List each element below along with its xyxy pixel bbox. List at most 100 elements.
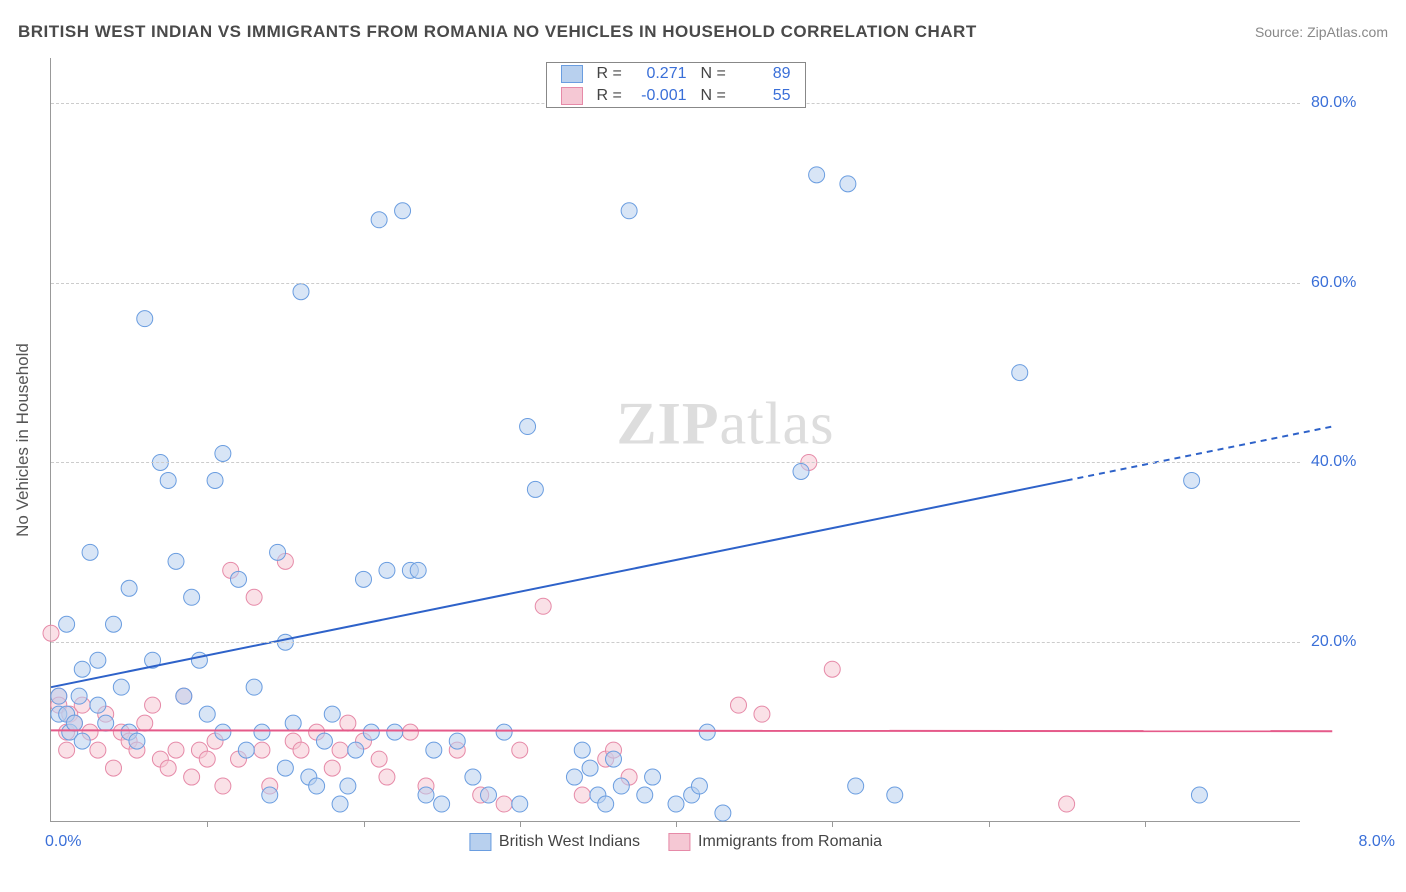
scatter-point [731,697,747,713]
scatter-point [199,706,215,722]
scatter-point [293,284,309,300]
scatter-point [699,724,715,740]
x-tick-label-max: 8.0% [1359,833,1395,851]
scatter-point [71,688,87,704]
scatter-point [363,724,379,740]
legend-row-2: R = -0.001 N = 55 [547,85,805,107]
n-value-2: 55 [741,87,791,105]
scatter-point [481,787,497,803]
n-label-2: N = [701,87,727,105]
scatter-point [379,769,395,785]
scatter-point [121,580,137,596]
scatter-point [840,176,856,192]
scatter-point [754,706,770,722]
scatter-point [527,481,543,497]
scatter-point [465,769,481,785]
scatter-point [113,679,129,695]
scatter-point [668,796,684,812]
scatter-point [176,688,192,704]
scatter-point [613,778,629,794]
scatter-point [137,715,153,731]
x-tick [832,821,833,827]
n-value-1: 89 [741,65,791,83]
scatter-point [434,796,450,812]
scatter-point [371,212,387,228]
scatter-point [254,742,270,758]
scatter-point [74,733,90,749]
scatter-point [90,742,106,758]
scatter-point [387,724,403,740]
r-label-1: R = [597,65,623,83]
scatter-point [199,751,215,767]
scatter-point [316,733,332,749]
scatter-point [566,769,582,785]
scatter-point [348,742,364,758]
scatter-point [184,589,200,605]
scatter-point [496,796,512,812]
scatter-point [43,625,59,641]
legend-series: British West Indians Immigrants from Rom… [469,833,882,851]
scatter-point [637,787,653,803]
legend-swatch-1 [561,65,583,83]
scatter-point [98,715,114,731]
scatter-point [59,742,75,758]
scatter-point [137,311,153,327]
scatter-point [512,742,528,758]
scatter-point [606,751,622,767]
scatter-point [356,571,372,587]
scatter-point [262,787,278,803]
scatter-point [535,598,551,614]
scatter-point [598,796,614,812]
scatter-point [293,742,309,758]
scatter-point [691,778,707,794]
x-tick [676,821,677,827]
trend-line [51,480,1067,687]
legend-bottom-label-1: British West Indians [499,833,640,851]
scatter-point [449,733,465,749]
chart-svg [51,58,1300,821]
scatter-point [574,742,590,758]
scatter-point [332,796,348,812]
scatter-point [106,760,122,776]
y-axis-title: No Vehicles in Household [13,343,33,537]
scatter-point [238,742,254,758]
scatter-point [184,769,200,785]
scatter-point [512,796,528,812]
scatter-point [254,724,270,740]
source-label: Source: ZipAtlas.com [1255,24,1388,40]
scatter-point [160,760,176,776]
scatter-point [207,472,223,488]
scatter-point [340,778,356,794]
x-tick [364,821,365,827]
scatter-point [160,472,176,488]
legend-bottom-swatch-2 [668,833,690,851]
scatter-point [106,616,122,632]
legend-item-1: British West Indians [469,833,640,851]
trend-line [51,730,1332,731]
scatter-point [324,706,340,722]
scatter-point [285,715,301,731]
legend-row-1: R = 0.271 N = 89 [547,63,805,85]
scatter-point [645,769,661,785]
scatter-point [520,419,536,435]
scatter-point [402,724,418,740]
scatter-point [395,203,411,219]
scatter-point [426,742,442,758]
scatter-point [621,203,637,219]
x-tick [520,821,521,827]
scatter-point [1012,365,1028,381]
r-value-2: -0.001 [637,87,687,105]
scatter-point [574,787,590,803]
scatter-point [379,562,395,578]
scatter-point [246,589,262,605]
x-tick-label-min: 0.0% [45,833,81,851]
scatter-point [340,715,356,731]
x-tick [207,821,208,827]
scatter-point [809,167,825,183]
scatter-point [848,778,864,794]
trend-line [1067,427,1333,481]
scatter-point [582,760,598,776]
scatter-point [168,742,184,758]
scatter-point [145,697,161,713]
scatter-point [51,688,67,704]
